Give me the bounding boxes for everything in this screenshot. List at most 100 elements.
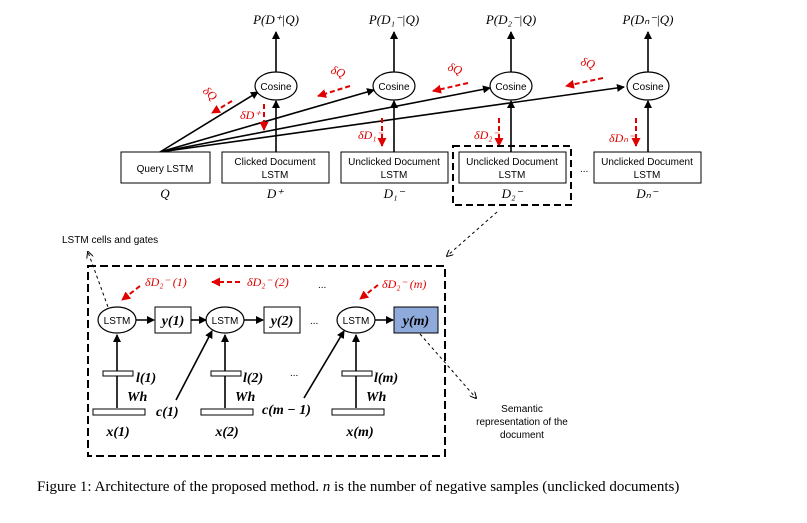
- output-ym: y(m): [393, 306, 439, 334]
- svg-text:Cosine: Cosine: [260, 82, 292, 93]
- delta-q-arrow-3: [432, 82, 469, 94]
- x-label-2: x(2): [214, 425, 238, 440]
- x-label-1: x(1): [105, 425, 129, 440]
- zoom-connector: [447, 211, 498, 256]
- architecture-diagram: P(D⁺|Q) P(D₁⁻|Q) P(D₂⁻|Q) P(Dₙ⁻|Q) Cosin…: [62, 12, 702, 457]
- c-arrow-2: [303, 330, 345, 399]
- svg-text:LSTM: LSTM: [499, 170, 526, 181]
- input-bar-x1: [92, 408, 146, 416]
- delta-q-arrow-2: [317, 85, 351, 98]
- layer-bar-lm: [341, 370, 373, 377]
- cosine-node-4: Cosine: [626, 71, 670, 101]
- docs-ellipsis: ...: [580, 164, 588, 175]
- input-bar-x2: [200, 408, 254, 416]
- delta-d-label-3: δD₂⁻: [474, 128, 500, 142]
- c-arrow-1: [175, 330, 213, 401]
- svg-text:Query LSTM: Query LSTM: [137, 164, 194, 175]
- doc-2-dashed-outline: [452, 145, 572, 206]
- delta-q-label-1: δQ: [200, 84, 220, 104]
- delta-q-label-4: δQ: [579, 54, 597, 71]
- bottom-dots-3: ...: [290, 368, 298, 379]
- bottom-dots-1: ...: [318, 280, 326, 291]
- w-label-1: Wh: [127, 390, 147, 405]
- output-y1: y(1): [154, 306, 192, 334]
- semantic-label-line3: document: [500, 430, 544, 441]
- semantic-label-line1: Semantic: [501, 404, 543, 415]
- svg-text:LSTM: LSTM: [381, 170, 408, 181]
- lstm-cell-3: LSTM: [336, 306, 376, 334]
- bottom-delta-label-1: δD₂⁻ (1): [145, 275, 187, 289]
- svg-text:LSTM: LSTM: [343, 316, 370, 327]
- c-label-2: c(m − 1): [262, 403, 311, 418]
- w-label-3: Wh: [366, 390, 386, 405]
- delta-q-arrow-4: [565, 77, 604, 89]
- query-to-cos-2: [159, 88, 375, 153]
- delta-d-label-2: δD₁⁻: [358, 128, 384, 142]
- prob-label-neg1: P(D₁⁻|Q): [368, 12, 419, 27]
- prob-label-negn: P(Dₙ⁻|Q): [622, 12, 674, 27]
- bottom-delta-arrow-3: [359, 284, 379, 300]
- lstm-detail-dashed-box: [87, 265, 446, 457]
- l-label-2: l(2): [243, 371, 263, 386]
- query-to-cos-4: [159, 84, 625, 153]
- l-label-3: l(m): [374, 371, 398, 386]
- cells-gates-label: LSTM cells and gates: [62, 235, 158, 246]
- caption-prefix: Figure 1: Architecture of the proposed m…: [37, 479, 320, 495]
- x-label-3: x(m): [345, 425, 373, 440]
- svg-text:Unclicked Document: Unclicked Document: [601, 157, 693, 168]
- doc-box-unclicked-1: Unclicked Document LSTM: [340, 151, 449, 184]
- lstm-cell-2: LSTM: [205, 306, 245, 334]
- lstm-cell-1: LSTM: [97, 306, 137, 334]
- svg-text:LSTM: LSTM: [634, 170, 661, 181]
- caption-var: n: [322, 479, 331, 495]
- svg-text:Clicked Document: Clicked Document: [234, 157, 315, 168]
- l-label-1: l(1): [136, 371, 156, 386]
- bottom-delta-label-3: δD₂⁻ (m): [382, 277, 426, 291]
- svg-text:y(m): y(m): [401, 314, 429, 329]
- svg-text:y(2): y(2): [269, 314, 294, 329]
- bottom-dots-2: ...: [310, 316, 318, 327]
- bottom-delta-arrow-1: [121, 285, 141, 301]
- cosine-node-1: Cosine: [254, 71, 298, 101]
- delta-q-arrow-1: [211, 100, 233, 114]
- svg-text:Cosine: Cosine: [378, 82, 410, 93]
- svg-text:LSTM: LSTM: [262, 170, 289, 181]
- doc-symbol-unclicked-n: Dₙ⁻: [635, 186, 659, 201]
- layer-bar-l1: [102, 370, 134, 377]
- w-label-2: Wh: [235, 390, 255, 405]
- bottom-delta-label-2: δD₂⁻ (2): [247, 275, 289, 289]
- doc-box-clicked: Clicked Document LSTM: [221, 151, 330, 184]
- input-bar-xm: [331, 408, 385, 416]
- query-to-cos-3: [159, 85, 491, 153]
- semantic-pointer: [419, 333, 476, 398]
- delta-q-label-3: δQ: [446, 60, 464, 78]
- caption-suffix: is the number of negative samples (uncli…: [334, 479, 680, 495]
- prob-label-pos: P(D⁺|Q): [252, 12, 299, 27]
- svg-text:LSTM: LSTM: [212, 316, 239, 327]
- layer-bar-l2: [210, 370, 242, 377]
- doc-box-unclicked-n: Unclicked Document LSTM: [593, 151, 702, 184]
- svg-text:Cosine: Cosine: [495, 82, 527, 93]
- prob-label-neg2: P(D₂⁻|Q): [485, 12, 536, 27]
- doc-symbol-unclicked-1: D₁⁻: [383, 186, 406, 201]
- doc-symbol-clicked: D⁺: [266, 186, 284, 201]
- query-lstm-box: Query LSTM: [120, 151, 211, 184]
- svg-text:Cosine: Cosine: [632, 82, 664, 93]
- query-to-cos-1: [159, 91, 259, 153]
- svg-text:Unclicked Document: Unclicked Document: [466, 157, 558, 168]
- output-y2: y(2): [263, 306, 301, 334]
- delta-d-label-1: δD⁺: [240, 108, 262, 122]
- cosine-node-3: Cosine: [489, 71, 533, 101]
- query-symbol: Q: [160, 186, 170, 201]
- svg-text:y(1): y(1): [160, 314, 185, 329]
- c-label-1: c(1): [156, 405, 179, 420]
- semantic-label-line2: representation of the: [476, 417, 568, 428]
- delta-q-label-2: δQ: [329, 63, 347, 81]
- doc-box-unclicked-2: Unclicked Document LSTM: [458, 151, 567, 184]
- figure-caption: Figure 1: Architecture of the proposed m…: [37, 478, 777, 497]
- doc-symbol-unclicked-2: D₂⁻: [501, 186, 524, 201]
- svg-text:LSTM: LSTM: [104, 316, 131, 327]
- delta-d-label-4: δDₙ⁻: [609, 131, 636, 145]
- svg-text:Unclicked Document: Unclicked Document: [348, 157, 440, 168]
- cosine-node-2: Cosine: [372, 71, 416, 101]
